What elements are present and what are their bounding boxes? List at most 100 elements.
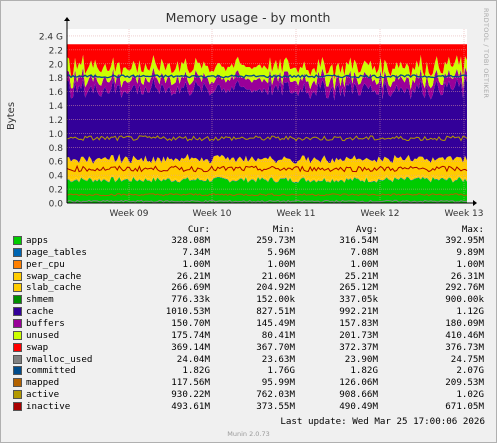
legend-swatch <box>13 307 22 317</box>
legend-max: 292.76M <box>445 282 484 294</box>
legend-cur: 776.33k <box>171 294 210 306</box>
legend-swatch <box>13 283 22 293</box>
legend-row-committed: committed 1.82G 1.76G 1.82G 2.07G <box>0 365 497 376</box>
legend-name: inactive <box>26 400 71 412</box>
legend-avg: 7.08M <box>350 246 378 258</box>
legend-min: 95.99M <box>261 377 295 389</box>
memory-chart: Memory usage - by month Bytes 0.0 0.2 0.4 0.6… <box>6 10 484 219</box>
line-active <box>66 135 468 142</box>
legend-name: per_cpu <box>26 258 65 270</box>
legend-min: 145.49M <box>256 317 295 329</box>
legend-cur: 150.70M <box>171 317 210 329</box>
last-update: Last update: Wed Mar 25 17:00:06 2026 <box>280 416 485 427</box>
legend-header: Cur: Min: Avg: Max: <box>0 224 497 235</box>
legend-swatch <box>13 342 22 352</box>
legend-avg: 126.06M <box>339 377 378 389</box>
legend-avg: 1.00M <box>350 258 378 270</box>
legend-cur: 930.22M <box>171 389 210 401</box>
y-tick-label: 0.6 <box>49 158 64 168</box>
legend-max: 410.46M <box>445 329 484 341</box>
legend-name: vmalloc_used <box>26 353 93 365</box>
legend-swatch <box>13 295 22 305</box>
legend-row-per-cpu: per_cpu 1.00M 1.00M 1.00M 1.00M <box>0 259 497 270</box>
legend-name: swap_cache <box>26 270 82 282</box>
y-tick-label: 2.0 <box>49 60 64 70</box>
legend-min: 80.41M <box>261 329 295 341</box>
legend-row-active: active 930.22M 762.03M 908.66M 1.02G <box>0 389 497 400</box>
legend-avg: 992.21M <box>339 306 378 318</box>
legend-swatch <box>13 390 22 400</box>
area-cache <box>67 77 467 164</box>
x-tick-label: Week 13 <box>445 209 484 219</box>
legend-cur: 26.21M <box>176 270 210 282</box>
legend-cur: 493.61M <box>171 400 210 412</box>
y-tick-label: 1.6 <box>49 88 64 98</box>
y-axis-label: Bytes <box>6 102 17 130</box>
header-min: Min: <box>272 224 295 235</box>
legend-swatch <box>13 354 22 364</box>
legend-row-swap-cache: swap_cache 26.21M 21.06M 25.21M 26.31M <box>0 271 497 282</box>
legend-max: 24.75M <box>450 353 484 365</box>
area-buffers <box>67 67 467 101</box>
legend-swatch <box>13 271 22 281</box>
legend-cur: 369.14M <box>171 341 210 353</box>
legend-name: unused <box>26 329 60 341</box>
y-axis-arrow <box>64 17 70 21</box>
legend-min: 204.92M <box>256 282 295 294</box>
chart-title: Memory usage - by month <box>166 10 331 25</box>
legend-cur: 328.08M <box>171 235 210 246</box>
legend-name: buffers <box>26 317 65 329</box>
legend-max: 900.00k <box>445 294 484 306</box>
rrdtool-credit: RRDTOOL / TOBI OETIKER <box>482 8 490 99</box>
legend-min: 367.70M <box>256 341 295 353</box>
y-tick-label: 1.2 <box>49 116 63 126</box>
legend-min: 259.73M <box>256 235 295 246</box>
x-axis-arrow <box>473 200 477 206</box>
legend-avg: 316.54M <box>339 235 378 246</box>
line-vmalloc-used <box>66 199 468 204</box>
header-cur: Cur: <box>187 224 210 235</box>
legend-min: 827.51M <box>256 306 295 318</box>
legend-avg: 23.90M <box>344 353 378 365</box>
legend-max: 26.31M <box>450 270 484 282</box>
y-tick-label: 2.4 G <box>39 32 63 42</box>
legend-cur: 24.04M <box>176 353 210 365</box>
legend-min: 1.76G <box>267 365 295 377</box>
line-mapped <box>66 193 468 197</box>
y-tick-label: 0.8 <box>49 144 64 154</box>
legend-name: committed <box>26 365 76 377</box>
legend-name: slab_cache <box>26 282 82 294</box>
legend-max: 1.00M <box>456 258 484 270</box>
legend-min: 23.63M <box>261 353 295 365</box>
y-tick-label: 0.0 <box>49 200 64 210</box>
legend-max: 671.05M <box>445 400 484 412</box>
legend-swatch <box>13 330 22 340</box>
legend-max: 392.95M <box>445 235 484 246</box>
legend-row-inactive: inactive 493.61M 373.55M 490.49M 671.05M <box>0 401 497 412</box>
legend-row-mapped: mapped 117.56M 95.99M 126.06M 209.53M <box>0 377 497 388</box>
legend-avg: 25.21M <box>344 270 378 282</box>
legend-max: 209.53M <box>445 377 484 389</box>
legend-cur: 175.74M <box>171 329 210 341</box>
legend-row-slab-cache: slab_cache 266.69M 204.92M 265.12M 292.76M <box>0 282 497 293</box>
legend-swatch <box>13 318 22 328</box>
legend-swatch <box>13 378 22 388</box>
legend-name: active <box>26 389 60 401</box>
legend-name: mapped <box>26 377 60 389</box>
legend-name: apps <box>26 235 49 246</box>
legend-row-swap: swap 369.14M 367.70M 372.37M 376.73M <box>0 342 497 353</box>
legend-max: 1.02G <box>456 389 484 401</box>
legend-swatch <box>13 401 22 411</box>
line-committed <box>66 74 468 79</box>
legend-cur: 1.00M <box>182 258 210 270</box>
legend-min: 152.00k <box>256 294 295 306</box>
legend-name: swap <box>26 341 49 353</box>
legend-avg: 908.66M <box>339 389 378 401</box>
legend-min: 21.06M <box>261 270 295 282</box>
legend-cur: 7.34M <box>182 246 210 258</box>
legend-avg: 1.82G <box>350 365 378 377</box>
legend-min: 373.55M <box>256 400 295 412</box>
legend-row-vmalloc-used: vmalloc_used 24.04M 23.63M 23.90M 24.75M <box>0 354 497 365</box>
x-tick-label: Week 10 <box>193 209 232 219</box>
legend-avg: 157.83M <box>339 317 378 329</box>
